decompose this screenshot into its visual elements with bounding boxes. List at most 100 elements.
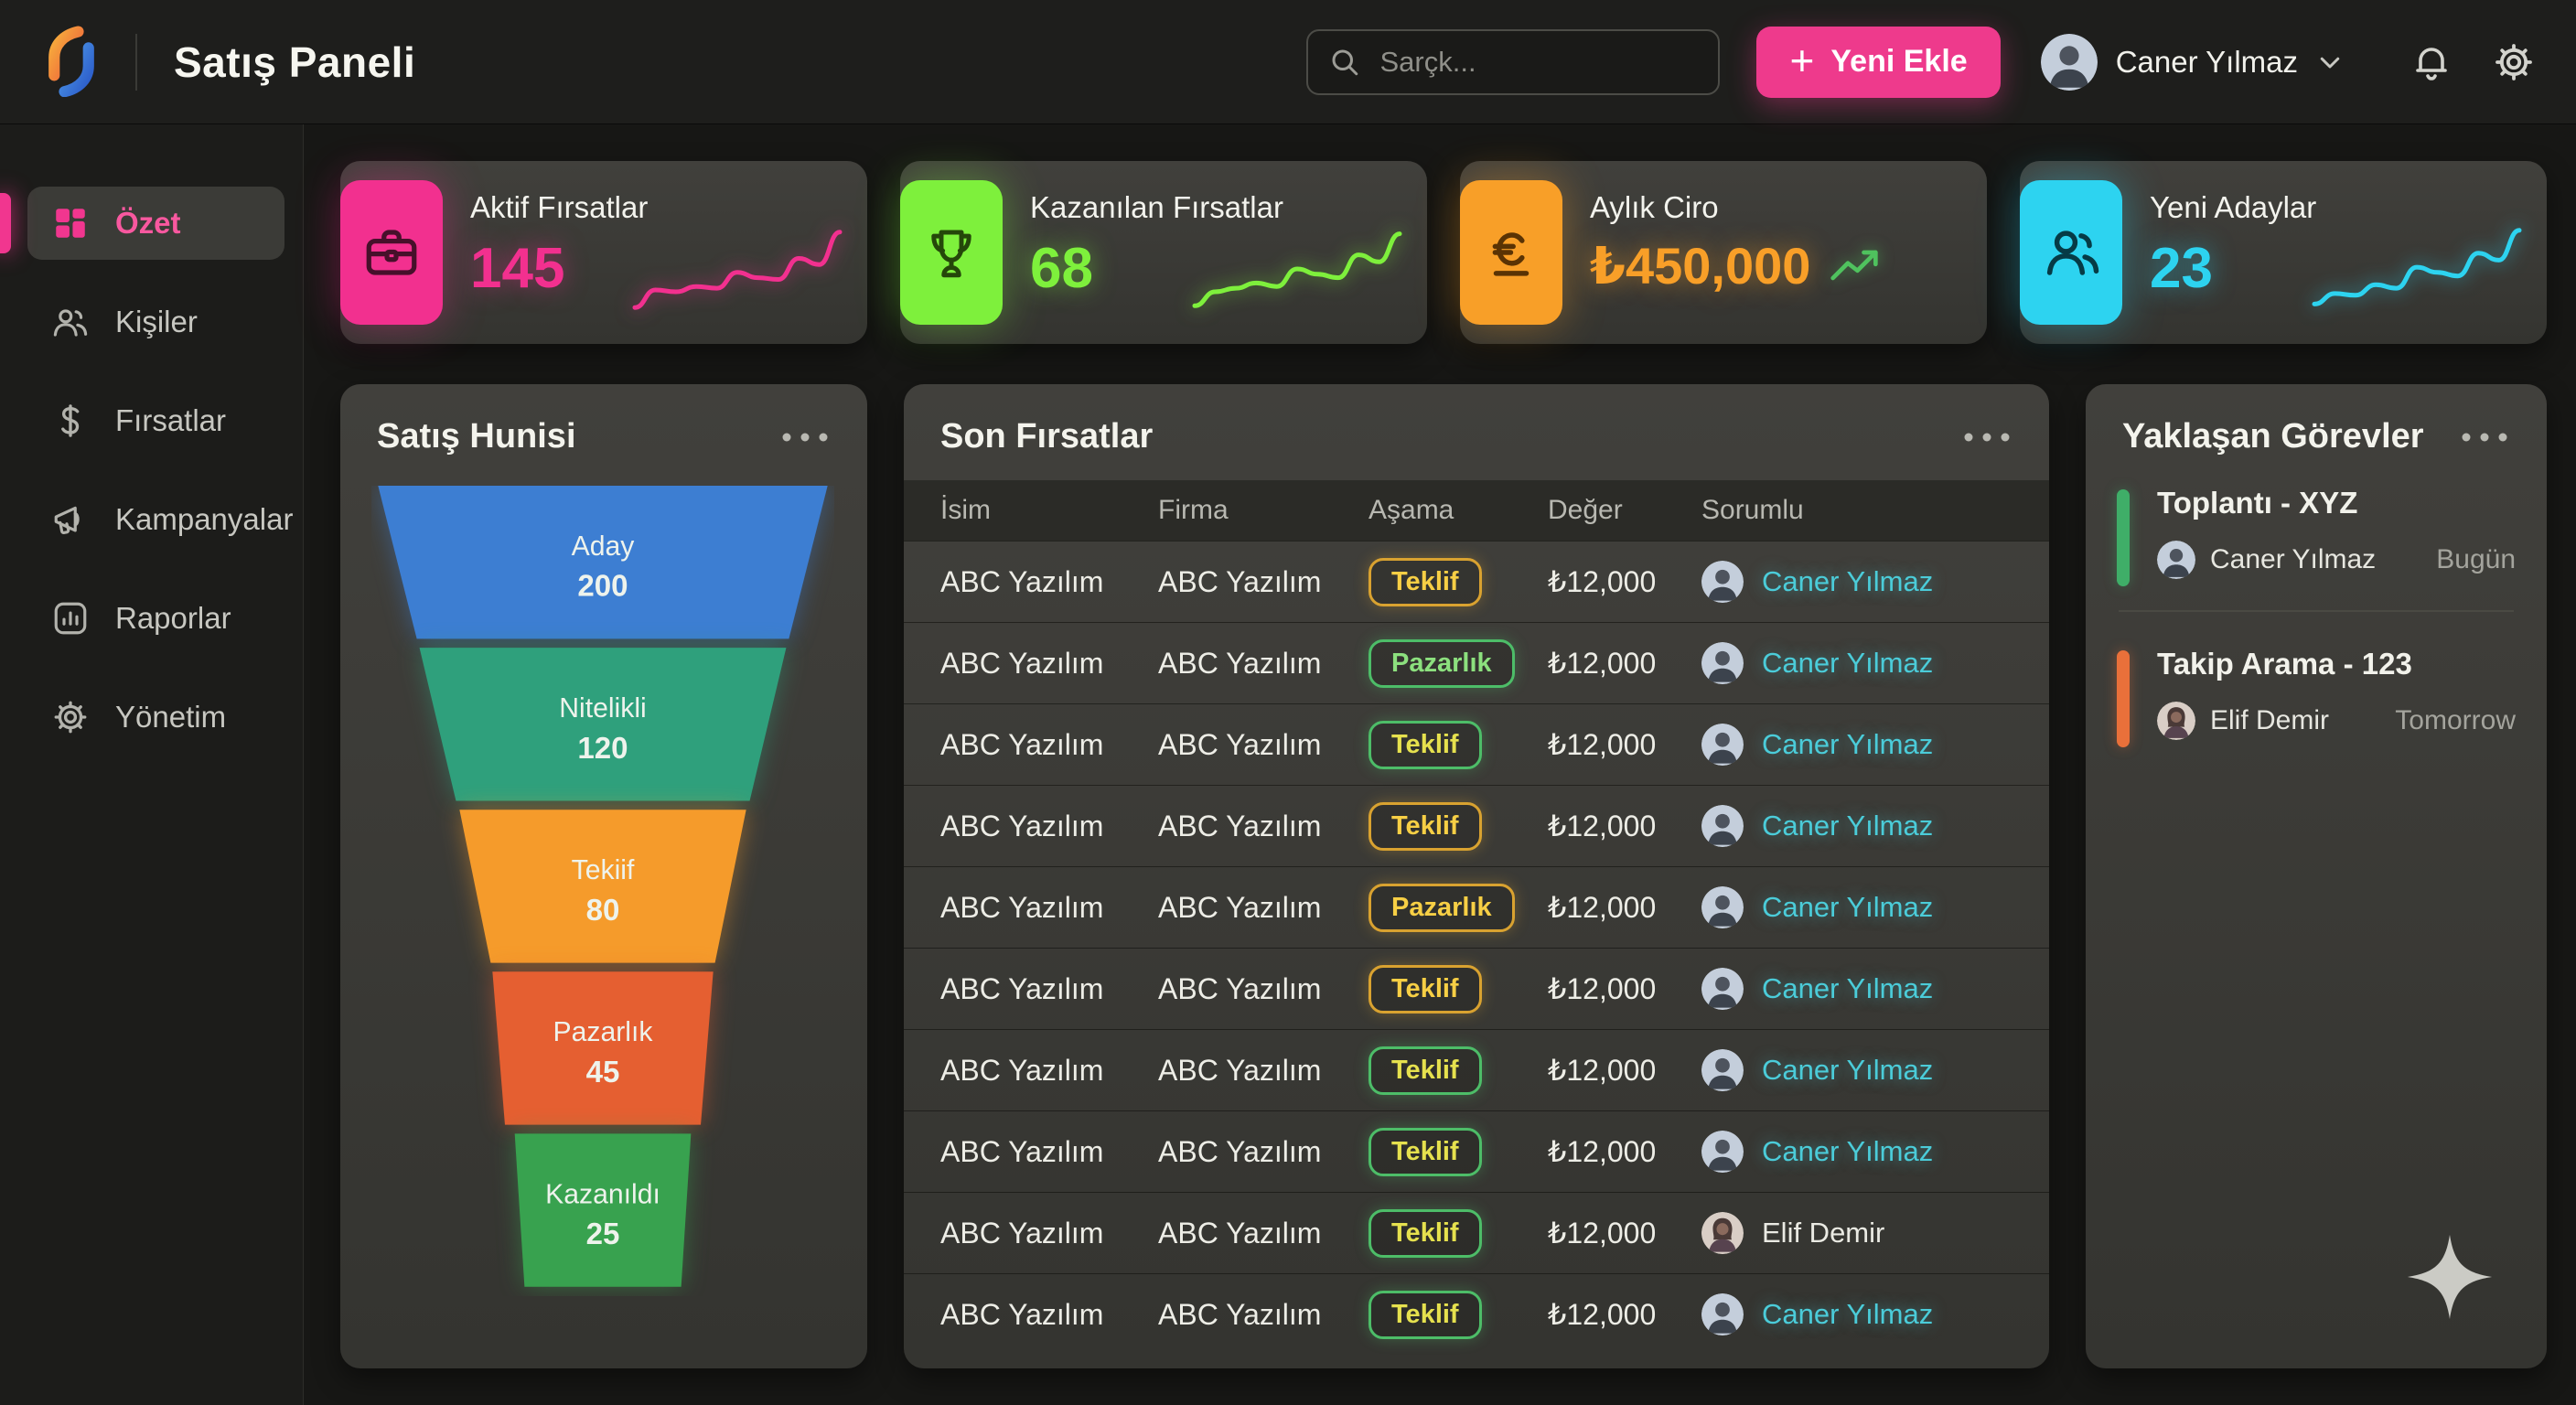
search-box [1306,28,1721,95]
bar-chart-icon [51,599,90,638]
funnel-stage-nitelikli[interactable] [419,648,787,801]
avatar [1701,1212,1744,1254]
chevron-down-icon [2316,48,2344,76]
owner-name[interactable]: Caner Yılmaz [1762,565,1934,597]
cell-owner: Caner Yılmaz [1701,886,2049,928]
funnel-stage-label: Pazarlık [553,1017,654,1047]
grid-icon [51,204,90,242]
sidebar-item-label: Fırsatlar [115,403,227,437]
table-row[interactable]: ABC Yazılım ABC Yazılım Teklif ₺12,000 Caner… [904,1273,2049,1355]
funnel-stage-pazarl-k[interactable] [492,971,714,1125]
kpi-icon-tile [1460,180,1562,325]
table-row[interactable]: ABC Yazılım ABC Yazılım Teklif ₺12,000 Elif … [904,1192,2049,1273]
table-row[interactable]: ABC Yazılım ABC Yazılım Teklif ₺12,000 Caner… [904,703,2049,785]
owner-name[interactable]: Caner Yılmaz [1762,728,1934,760]
funnel-stage-tekiif[interactable] [459,810,746,963]
table-row[interactable]: ABC Yazılım ABC Yazılım Teklif ₺12,000 Caner… [904,541,2049,622]
cell-name: ABC Yazılım [940,890,1104,924]
search-input[interactable] [1306,28,1721,95]
sidebar-item-ki-iler[interactable]: Kişiler [27,285,284,359]
tasks-more-button[interactable] [2459,423,2510,452]
kpi-icon-tile [340,180,443,325]
owner-name[interactable]: Caner Yılmaz [1762,972,1934,1004]
cell-company: ABC Yazılım [1158,1216,1322,1249]
task-item-toplant-xyz[interactable]: Toplantı - XYZ Caner Yılmaz Bugün [2117,478,2516,610]
cell-name: ABC Yazılım [940,1134,1104,1168]
task-accent-bar [2117,489,2130,586]
cell-value: ₺12,000 [1548,891,1657,924]
owner-name[interactable]: Caner Yılmaz [1762,810,1934,842]
column-header-sorumlu: Sorumlu [1701,495,1804,525]
task-item-takip-arama-123[interactable]: Takip Arama - 123 Elif Demir Tomorrow [2117,639,2516,771]
stage-badge: Teklif [1368,557,1482,606]
kpi-sparkline [1191,221,1403,316]
trophy-icon [921,222,982,283]
cell-owner: Caner Yılmaz [1701,724,2049,766]
kpi-icon-tile [2020,180,2122,325]
owner-name[interactable]: Caner Yılmaz [1762,647,1934,679]
table-row[interactable]: ABC Yazılım ABC Yazılım Teklif ₺12,000 Caner… [904,1029,2049,1110]
gear-icon [51,698,90,736]
cell-stage: Teklif [1368,1127,1548,1176]
kpi-card-aktif-f-rsatlar: Aktif Fırsatlar 145 [340,161,867,344]
table-row[interactable]: ABC Yazılım ABC Yazılım Teklif ₺12,000 Caner… [904,948,2049,1029]
owner-name[interactable]: Caner Yılmaz [1762,1135,1934,1167]
upcoming-tasks-card: Yaklaşan Görevler Toplantı - XYZ Caner Yı… [2086,384,2547,1368]
owner-name[interactable]: Caner Yılmaz [1762,891,1934,923]
trend-up-icon [1829,246,1880,286]
table-row[interactable]: ABC Yazılım ABC Yazılım Teklif ₺12,000 Caner… [904,1110,2049,1192]
sidebar-item-kampanyalar[interactable]: Kampanyalar [27,483,293,556]
funnel-stage-value: 200 [577,570,628,604]
sidebar-item-f-rsatlar[interactable]: Fırsatlar [27,384,284,457]
sidebar-item-label: Özet [115,206,181,240]
notifications-button[interactable] [2410,40,2453,84]
more-dots-icon [2462,433,2507,441]
sidebar-item-label: Kişiler [115,305,198,338]
sidebar-item-zet[interactable]: Özet [0,187,284,260]
stage-badge: Teklif [1368,801,1482,851]
funnel-more-button[interactable] [779,423,831,452]
cell-value: ₺12,000 [1548,565,1657,598]
cell-company: ABC Yazılım [1158,1134,1322,1168]
table-more-button[interactable] [1961,423,2012,452]
cell-name: ABC Yazılım [940,1053,1104,1087]
table-header: İsim Firma Aşama Değer Sorumlu [904,480,2049,541]
main-content: Aktif Fırsatlar 145 Kazanılan Fırsatlar 68… [304,124,2576,1405]
topbar: Satış Paneli + Yeni Ekle Caner Yılmaz [0,0,2576,124]
active-indicator [0,193,11,253]
settings-button[interactable] [2492,40,2536,84]
more-dots-icon [782,433,828,441]
kpi-row: Aktif Fırsatlar 145 Kazanılan Fırsatlar 68… [340,161,2547,344]
cell-name: ABC Yazılım [940,646,1104,680]
task-title: Toplantı - XYZ [2157,486,2358,520]
table-row[interactable]: ABC Yazılım ABC Yazılım Pazarlık ₺12,000 Can… [904,622,2049,703]
add-new-button[interactable]: + Yeni Ekle [1756,26,2001,98]
sidebar-nav: Özet Kişiler Fırsatlar Kampanyalar Raporlar Y… [0,187,303,754]
funnel-stage-kazan-ld[interactable] [514,1133,692,1287]
avatar [2157,702,2195,740]
sidebar-item-y-netim[interactable]: Yönetim [27,681,284,754]
cell-value: ₺12,000 [1548,1054,1657,1087]
kpi-value: ₺450,000 [1590,236,1880,296]
topbar-divider [135,33,137,91]
funnel-stage-aday[interactable] [378,486,828,639]
funnel-stage-value: 80 [586,894,620,928]
cell-owner: Caner Yılmaz [1701,561,2049,603]
table-row[interactable]: ABC Yazılım ABC Yazılım Pazarlık ₺12,000 Can… [904,866,2049,948]
user-menu[interactable]: Caner Yılmaz [2040,33,2344,91]
recent-deals-card: Son Fırsatlar İsim Firma Aşama Değer Sorumlu… [904,384,2049,1368]
cell-name: ABC Yazılım [940,809,1104,842]
briefcase-icon [361,222,422,283]
sidebar-item-raporlar[interactable]: Raporlar [27,582,284,655]
cell-company: ABC Yazılım [1158,971,1322,1005]
cell-value: ₺12,000 [1548,1298,1657,1331]
owner-name[interactable]: Caner Yılmaz [1762,1054,1934,1086]
sidebar-item-label: Kampanyalar [115,502,294,536]
owner-name[interactable]: Caner Yılmaz [1762,1298,1934,1330]
kpi-label: Aylık Ciro [1590,190,1719,224]
plus-icon: + [1789,36,1815,84]
stage-badge: Pazarlık [1368,883,1515,932]
table-row[interactable]: ABC Yazılım ABC Yazılım Teklif ₺12,000 Caner… [904,785,2049,866]
task-owner: Caner Yılmaz [2157,541,2436,579]
kpi-card-yeni-adaylar: Yeni Adaylar 23 [2020,161,2547,344]
